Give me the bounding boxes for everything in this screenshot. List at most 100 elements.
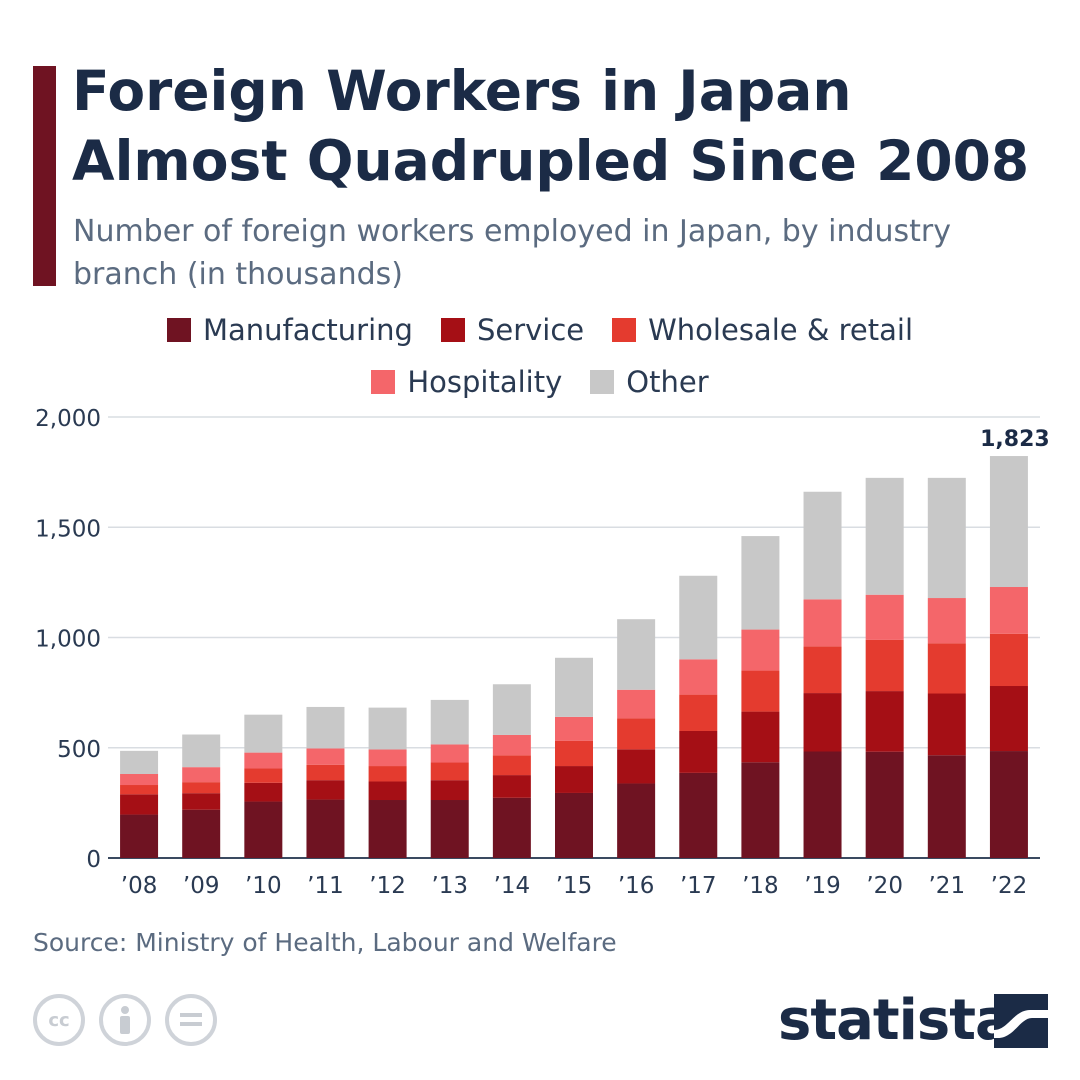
x-tick-label: ’12 — [369, 873, 406, 899]
bar-segment — [368, 707, 407, 750]
chart-title: Foreign Workers in Japan Almost Quadrupl… — [72, 59, 1030, 193]
x-tick-label: ’21 — [929, 873, 966, 899]
y-tick-label: 1,000 — [35, 627, 101, 653]
x-tick-label: ’09 — [183, 873, 220, 899]
bar-segment — [927, 755, 966, 858]
bar-segment — [679, 659, 718, 695]
bar-segment — [741, 711, 780, 763]
chart-legend: Manufacturing Service Wholesale & retail Ho… — [60, 312, 1020, 400]
x-tick-label: ’11 — [307, 873, 344, 899]
bar-segment — [679, 575, 718, 660]
bar-segment — [182, 782, 221, 794]
legend-label: Service — [476, 313, 585, 347]
bar-segment — [306, 748, 345, 765]
title-accent-bar — [33, 66, 56, 286]
bar-segment — [430, 780, 469, 801]
bar-segment — [927, 477, 966, 599]
cc-icon: cc — [33, 994, 85, 1046]
bar-segment — [989, 587, 1028, 634]
x-tick-label: ’13 — [431, 873, 468, 899]
x-tick-label: ’20 — [866, 873, 903, 899]
x-tick-label: ’18 — [742, 873, 779, 899]
bar-segment — [865, 594, 904, 640]
legend-swatch — [590, 370, 615, 394]
bar-segment — [927, 643, 966, 694]
bar-segment — [865, 639, 904, 692]
legend-item: Service — [440, 312, 585, 348]
bar-segment — [865, 751, 904, 858]
bar-segment — [865, 477, 904, 595]
bar-segment — [555, 657, 593, 717]
source-note: Source: Ministry of Health, Labour and W… — [33, 928, 617, 957]
x-tick-label: ’10 — [245, 873, 282, 899]
bar-segment — [492, 797, 531, 858]
x-tick-label: ’14 — [494, 873, 531, 899]
bar-segment — [244, 752, 283, 769]
bar-segment — [617, 749, 656, 784]
data-label: 1,823 — [980, 427, 1050, 452]
bar-segment — [803, 599, 842, 647]
statista-logo-text: statista — [778, 988, 1013, 1053]
bar-segment — [120, 814, 159, 858]
x-tick-label: ’19 — [804, 873, 841, 899]
legend-label: Other — [626, 365, 709, 399]
stacked-bar-chart: 0 500 1,000 1,500 2,000 ’08 ’09 ’10 ’11 ’12 ’13 ’14… — [35, 406, 1050, 899]
bar-segment — [741, 536, 780, 630]
bar-segment — [803, 646, 842, 694]
y-tick-label: 2,000 — [35, 406, 101, 432]
bar-segment — [741, 762, 780, 858]
equals-icon — [165, 994, 217, 1046]
bar-segment — [430, 699, 469, 745]
bar-segment — [368, 800, 407, 858]
bar-segment — [679, 694, 718, 731]
legend-label: Hospitality — [407, 365, 563, 399]
license-icons: cc — [33, 994, 231, 1046]
x-tick-label: ’08 — [121, 873, 158, 899]
bar-segment — [120, 773, 159, 786]
y-tick-label: 1,500 — [35, 516, 101, 542]
bar-segment — [120, 794, 159, 815]
bar-segment — [492, 755, 531, 776]
bar-segment — [244, 768, 283, 783]
bar-segment — [555, 766, 593, 793]
bar-segment — [430, 762, 469, 781]
legend-item: Other — [590, 364, 709, 400]
bar-segment — [368, 749, 407, 767]
bar-segment — [617, 689, 656, 719]
legend-swatch — [166, 318, 191, 342]
bar-segment — [741, 629, 780, 671]
bar-segment — [741, 670, 780, 712]
bar-segment — [492, 684, 531, 735]
bar-segment — [803, 693, 842, 752]
bar-segment — [306, 764, 345, 781]
bar-segment — [306, 799, 345, 858]
bar-segment — [120, 785, 159, 795]
bar-segment — [182, 734, 221, 768]
x-tick-label: ’16 — [618, 873, 655, 899]
bar-segment — [617, 619, 656, 690]
bar-segment — [492, 734, 531, 756]
bar-segment — [927, 693, 966, 756]
bar-segment — [803, 491, 842, 600]
bar-segment — [430, 800, 469, 858]
chart-subtitle: Number of foreign workers employed in Ja… — [73, 214, 952, 292]
bar-segment — [430, 744, 469, 763]
legend-item: Wholesale & retail — [612, 312, 913, 348]
bar-segment — [306, 780, 345, 800]
legend-item: Hospitality — [371, 364, 562, 400]
bar-segment — [244, 782, 283, 802]
bar-segment — [306, 706, 345, 749]
bar-segment — [182, 793, 221, 810]
x-tick-label: ’15 — [556, 873, 593, 899]
y-tick-label: 0 — [86, 847, 101, 873]
bar-segment — [927, 598, 966, 644]
bar-segment — [989, 633, 1028, 687]
bar-segment — [244, 714, 283, 753]
bar-segment — [182, 809, 221, 858]
bar-segment — [679, 730, 718, 773]
bar-segment — [989, 686, 1028, 752]
bar-segment — [989, 751, 1028, 858]
x-tick-label: ’22 — [991, 873, 1028, 899]
legend-label: Manufacturing — [202, 313, 413, 347]
bar-segment — [120, 750, 159, 774]
